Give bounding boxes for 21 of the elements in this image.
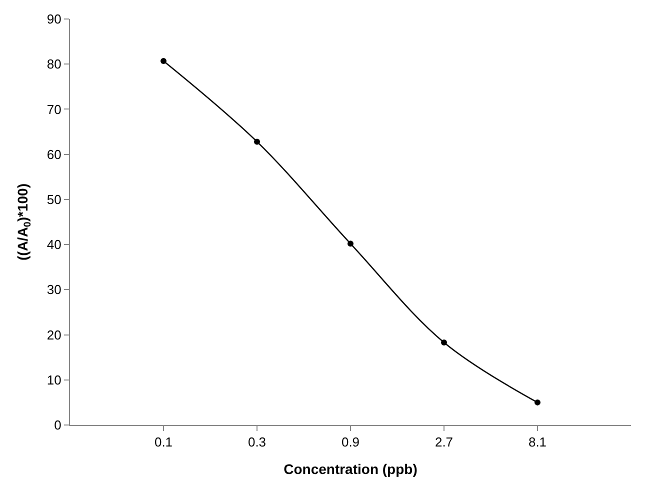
y-tick-label: 80: [46, 56, 62, 72]
y-tick-label: 0: [54, 418, 62, 433]
y-tick-label: 40: [46, 237, 62, 252]
y-tick-label: 20: [46, 327, 62, 342]
y-tick-label: 50: [46, 192, 62, 207]
y-tick-label: 70: [46, 102, 62, 117]
x-axis-title: Concentration (ppb): [284, 460, 418, 477]
x-tick-label: 2.7: [434, 434, 454, 450]
y-tick-label: 30: [46, 282, 62, 298]
x-tick-label: 8.1: [528, 434, 547, 450]
point: [254, 138, 260, 145]
point: [441, 339, 447, 346]
y-tick-label: 90: [46, 12, 62, 27]
x-tick-label: 0.1: [154, 434, 173, 450]
point: [160, 58, 166, 64]
x-tick-label: 0.9: [341, 434, 360, 450]
point: [348, 240, 354, 247]
x-tick-label: 0.3: [248, 434, 266, 450]
y-tick-label: 60: [46, 146, 62, 162]
y-tick-label: 10: [46, 372, 62, 388]
point: [534, 399, 540, 406]
